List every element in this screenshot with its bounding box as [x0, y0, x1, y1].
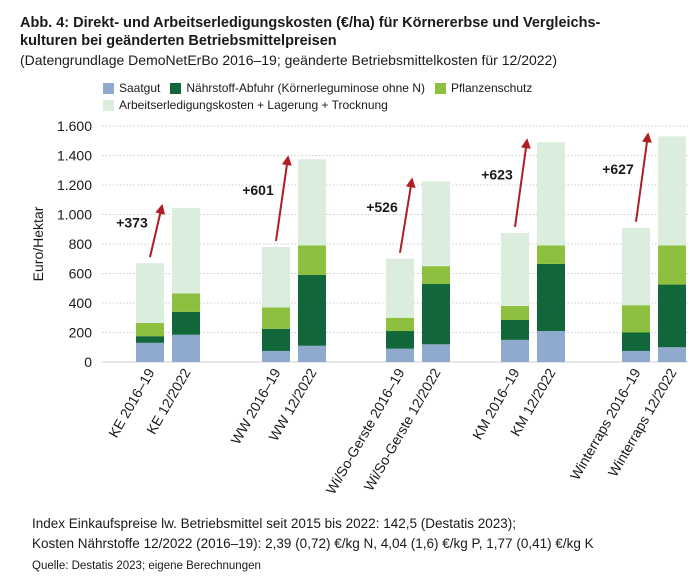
bar-segment-7-series-3	[501, 305, 529, 320]
bar-segment-7-series-4	[501, 232, 529, 306]
bar-segment-3-series-3	[262, 307, 290, 329]
bar-segment-2-series-3	[172, 293, 200, 312]
y-tick-label-800: 800	[69, 236, 93, 252]
increase-label-4: +623	[481, 167, 513, 183]
bar-segment-8-series-4	[537, 142, 565, 246]
bar-segment-10-series-3	[658, 245, 686, 285]
y-tick-label-0: 0	[84, 354, 92, 370]
legend-item-arbeitserledigung: Arbeitserledigungskosten + Lagerung + Tr…	[103, 97, 388, 113]
legend-label-pflanzenschutz: Pflanzenschutz	[450, 81, 533, 95]
legend-item-saatgut: Saatgut	[103, 80, 160, 96]
legend-swatch-saatgut	[103, 82, 114, 94]
bar-segment-1-series-3	[136, 322, 164, 337]
y-tick-label-1200: 1.200	[57, 177, 92, 193]
y-tick-label-1000: 1.000	[57, 207, 92, 223]
legend-row-2: Arbeitserledigungskosten + Lagerung + Tr…	[103, 97, 663, 113]
footnote-index: Index Einkaufspreise lw. Betriebsmittel …	[32, 516, 517, 531]
bar-segment-5-series-2	[386, 331, 414, 349]
bar-segment-4-series-3	[298, 245, 326, 275]
legend: Saatgut Nährstoff-Abfuhr (Körnerlegumino…	[103, 80, 663, 114]
y-tick-label-200: 200	[69, 325, 93, 341]
bar-segment-6-series-4	[422, 181, 450, 267]
bar-segment-4-series-4	[298, 159, 326, 246]
increase-label-5: +627	[602, 161, 634, 177]
legend-label-saatgut: Saatgut	[119, 81, 161, 95]
legend-swatch-arbeitserledigung	[103, 99, 114, 111]
chart-title-line-2: kulturen bei geänderten Betriebsmittelpr…	[20, 33, 337, 49]
bar-segment-6-series-3	[422, 266, 450, 284]
bar-segment-3-series-2	[262, 328, 290, 351]
bar-segment-2-series-2	[172, 311, 200, 335]
bar-segment-6-series-1	[422, 344, 450, 362]
y-tick-label-1600: 1.600	[57, 118, 92, 134]
bar-segment-8-series-2	[537, 263, 565, 332]
y-axis-label: Euro/Hektar	[30, 206, 46, 281]
chart-subtitle: (Datengrundlage DemoNetErBo 2016–19; geä…	[20, 52, 557, 68]
bar-segment-7-series-1	[501, 339, 529, 362]
bar-segment-4-series-1	[298, 345, 326, 362]
increase-arrow-3	[399, 177, 416, 253]
stacked-bar-chart: 0 200 400 600 800 1.000 1.200 1.400 1.600 Euro/He…	[30, 118, 688, 497]
bar-segment-9-series-1	[622, 350, 650, 362]
y-tick-label-1400: 1.400	[57, 148, 92, 164]
legend-swatch-pflanzenschutz	[434, 82, 446, 94]
y-tick-label-600: 600	[69, 266, 93, 282]
bar-segment-4-series-2	[298, 274, 326, 346]
chart-title-line-1: Abb. 4: Direkt- und Arbeitserledigungsko…	[20, 15, 601, 31]
legend-item-pflanzenschutz: Pflanzenschutz	[434, 80, 533, 96]
bar-segment-1-series-2	[136, 336, 164, 343]
legend-label-arbeitserledigung: Arbeitserledigungskosten + Lagerung + Tr…	[119, 98, 388, 112]
chart-title: Abb. 4: Direkt- und Arbeitserledigungsko…	[20, 14, 690, 50]
legend-row-1: Saatgut Nährstoff-Abfuhr (Körnerlegumino…	[103, 80, 663, 96]
legend-label-naehrstoff: Nährstoff-Abfuhr (Körnerleguminose ohne …	[186, 81, 425, 95]
bar-segment-3-series-1	[262, 350, 290, 362]
source-note: Quelle: Destatis 2023; eigene Berechnung…	[32, 560, 261, 572]
bar-segment-2-series-4	[172, 207, 200, 294]
bar-segment-9-series-2	[622, 332, 650, 351]
legend-swatch-naehrstoff	[170, 82, 182, 94]
bar-segment-5-series-1	[386, 348, 414, 362]
increase-label-3: +526	[366, 199, 398, 215]
bar-segment-7-series-2	[501, 319, 529, 340]
bar-segment-5-series-4	[386, 258, 414, 318]
legend-item-naehrstoff: Nährstoff-Abfuhr (Körnerleguminose ohne …	[170, 80, 425, 96]
bar-segment-9-series-4	[622, 227, 650, 306]
bar-segment-2-series-1	[172, 334, 200, 362]
bar-segment-3-series-4	[262, 246, 290, 308]
bar-segment-10-series-2	[658, 284, 686, 348]
bar-segment-6-series-2	[422, 283, 450, 345]
bar-segment-10-series-1	[658, 347, 686, 362]
increase-arrow-2	[275, 155, 292, 242]
footnote-costs: Kosten Nährstoffe 12/2022 (2016–19): 2,3…	[32, 536, 594, 551]
bar-segment-1-series-1	[136, 342, 164, 362]
increase-arrow-4	[514, 138, 531, 228]
bar-segment-10-series-4	[658, 136, 686, 246]
increase-arrow-1	[149, 203, 166, 258]
increase-arrow-5	[635, 132, 652, 222]
increase-label-1: +373	[116, 215, 148, 231]
bar-segment-8-series-3	[537, 245, 565, 264]
increase-label-2: +601	[242, 182, 274, 198]
bar-segment-5-series-3	[386, 317, 414, 332]
bar-segment-8-series-1	[537, 331, 565, 362]
y-tick-label-400: 400	[69, 295, 93, 311]
bar-segment-9-series-3	[622, 305, 650, 333]
bar-segment-1-series-4	[136, 263, 164, 323]
x-tick-label-10: Winterraps 12/2022	[605, 365, 680, 479]
